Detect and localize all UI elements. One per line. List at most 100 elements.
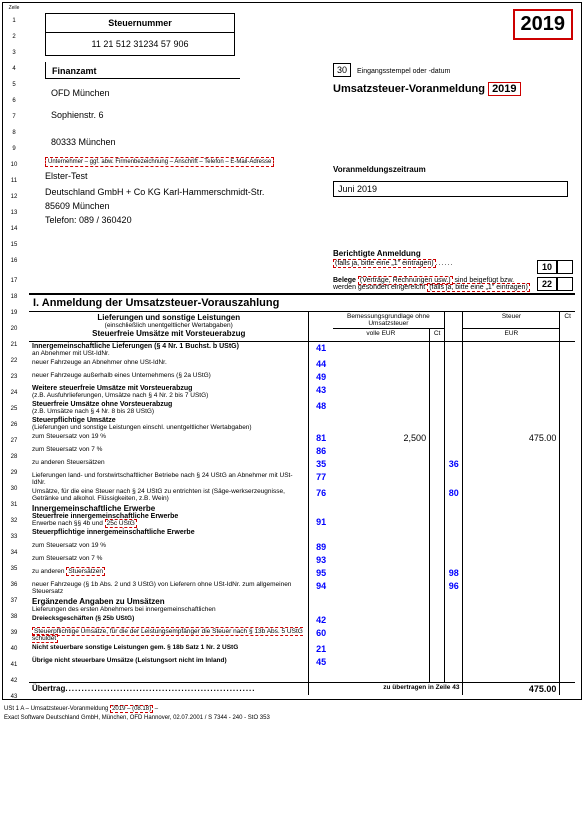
row-weitere-sub: (z.B. Ausfuhrlieferungen, Umsätze nach §… [32,392,208,399]
row-fz-auss: neuer Fahrzeuge außerhalb eines Unterneh… [32,372,211,379]
corrected-text: (falls ja, bitte eine „1" eintragen) [333,259,436,268]
kz-10-input[interactable] [557,260,573,274]
kz-81: 81 [309,432,333,445]
row-anderen: zu anderen Steuersätzen [32,459,105,466]
kz-76: 76 [309,487,333,503]
row-uebrige: Übrige nicht steuerbare Umsätze (Leistun… [32,657,227,664]
main-grid: Lieferungen und sonstige Leistungen (ein… [29,312,575,695]
kz-49: 49 [309,371,333,384]
head-ct2: Ct [564,313,571,320]
kz-48: 48 [309,400,333,416]
attachments-label: Belege [333,277,356,284]
row-24: Umsätze, für die eine Steuer nach § 24 U… [32,488,285,502]
kz-43: 43 [309,384,333,400]
period-label: Voranmeldungszeitraum [333,165,426,174]
box-30: 30 [333,63,351,77]
row-erg: Ergänzende Angaben zu Umsätzen [32,597,305,606]
row-19: zum Steuersatz von 19 % [32,433,106,440]
box-30-label: Eingangsstempel oder -datum [357,68,450,75]
row-innerg: Innergemeinschaftliche Lieferungen (§ 4 … [32,343,239,350]
val-81-st: 475.00 [463,432,560,445]
footer-line1a: USt 1 A – Umsatzsteuer-Voranmeldung [4,706,108,712]
content-area: 2019 Steuernummer 11 21 512 31234 57 906… [25,3,581,699]
form-title-year: 2019 [488,82,520,96]
row-stfrei-ig-sub: Erwerbe nach §§ 4b und [32,520,103,527]
uebertrag-note: zu übertragen in Zeile 43 [333,682,463,695]
kz-98: 98 [445,567,463,580]
tax-number-label: Steuernummer [46,14,234,33]
row-erw-and-pre: zu anderen [32,568,65,575]
elster-label: Elster-Test [45,171,575,181]
kz-21: 21 [309,643,333,656]
head-volle: volle EUR [366,330,395,337]
kz-10: 10 [537,260,557,274]
row-7: zum Steuersatz von 7 % [32,446,102,453]
zeile-header: Zeile [3,3,25,13]
kz-41: 41 [309,342,333,359]
kz-60: 60 [309,627,333,643]
row-stpfl-ig: Steuerpflichtige innergemeinschaftliche … [32,529,195,536]
kz-93: 93 [309,554,333,567]
kz-35: 35 [309,458,333,471]
line-number-column: Zeile 123 456 789 101112 131415 16 17181… [3,3,25,705]
right-panel: Berichtigte Anmeldung (falls ja, bitte e… [333,249,573,294]
row-dreieck: Dreiecksgeschäften (§ 25b UStG) [32,615,134,622]
row-stpfl-sub: (Lieferungen und sonstige Leistungen ein… [32,424,252,431]
footer-line2: Exact Software Deutschland GmbH, München… [4,715,270,721]
company-phone: Telefon: 089 / 360420 [45,213,575,227]
row-uebertrag: Übertrag [32,684,65,693]
footer-line1b: 2019 – (08.18) [110,705,153,713]
row-innerg-sub: an Abnehmer mit USt-IdNr. [32,350,110,357]
tax-number-box: Steuernummer 11 21 512 31234 57 906 [45,13,235,56]
kz-89: 89 [309,541,333,554]
row-fz-1b: neuer Fahrzeuge (§ 1b Abs. 2 und 3 UStG)… [32,581,291,595]
kz-86: 86 [309,445,333,458]
form-title-text: Umsatzsteuer-Voranmeldung [333,83,485,95]
head-ct1: Ct [434,330,441,337]
form-title: Umsatzsteuer-Voranmeldung 2019 [333,83,521,95]
kz-91: 91 [309,503,333,528]
kz-96: 96 [445,580,463,596]
company-city: 85609 München [45,199,575,213]
head-bemessung: Bemessungsgrundlage ohne Umsatzsteuer [347,313,430,327]
kz-80: 80 [445,487,463,503]
row-erw-7: zum Steuersatz von 7 % [32,555,102,562]
section-1-title: I. Anmeldung der Umsatzsteuer-Vorauszahl… [29,293,575,312]
head-eur: EUR [505,330,519,337]
row-land: Lieferungen land- und forstwirtschaftlic… [32,472,293,486]
row-dreieck-pre: Lieferungen des ersten Abnehmers bei inn… [32,606,216,613]
footer: USt 1 A – Umsatzsteuer-Voranmeldung 2019… [0,703,586,725]
kz-94: 94 [309,580,333,596]
period-value: Juni 2019 [333,181,568,197]
kz-44: 44 [309,358,333,371]
row-nicht-stbar: Nicht steuerbare sonstige Leistungen gem… [32,644,238,651]
kz-22-input[interactable] [557,277,573,291]
val-81-bem: 2,500 [333,432,430,445]
company-header-label: Unternehmer – ggf. abw. Firmenbezeichnun… [45,157,274,167]
stamp-row: 30 Eingangsstempel oder -datum [333,63,450,77]
kz-95: 95 [309,567,333,580]
kz-42: 42 [309,614,333,627]
finanzamt-box: Finanzamt [45,62,240,79]
row-stfrei-ohne-sub: (z.B. Umsätze nach § 4 Nr. 8 bis 28 UStG… [32,408,154,415]
finanzamt-city: 80333 München [51,137,575,147]
row-fz-ohne: neuer Fahrzeuge an Abnehmer ohne USt-IdN… [32,359,167,366]
kz-22: 22 [537,277,557,291]
row-erw-19: zum Steuersatz von 19 % [32,542,106,549]
head-steuer: Steuer [502,313,521,320]
row-liefson-sub: (einschließlich unentgeltlicher Wertabga… [32,322,305,329]
tax-number-value: 11 21 512 31234 57 906 [46,33,234,55]
row-liefson: Lieferungen und sonstige Leistungen [32,313,305,322]
row-stfrei-ig-red: 25c UStG [105,519,137,528]
kz-36: 36 [445,458,463,471]
attachments-red2: (falls ja, bitte eine „1" eintragen) [427,283,530,292]
form-page: Zeile 123 456 789 101112 131415 16 17181… [2,2,582,700]
uebertrag-value: 475.00 [463,682,560,695]
row-stfrei-vorst: Steuerfreie Umsätze mit Vorsteuerabzug [32,329,305,338]
corrected-header: Berichtigte Anmeldung [333,249,573,258]
row-weitere: Weitere steuerfreie Umsätze mit Vorsteue… [32,385,192,392]
year-box: 2019 [513,9,574,40]
row-erw-and-red: Stuersätzen [66,567,105,576]
row-ig-erw: Innergemeinschaftliche Erwerbe [32,504,305,513]
kz-45: 45 [309,656,333,669]
